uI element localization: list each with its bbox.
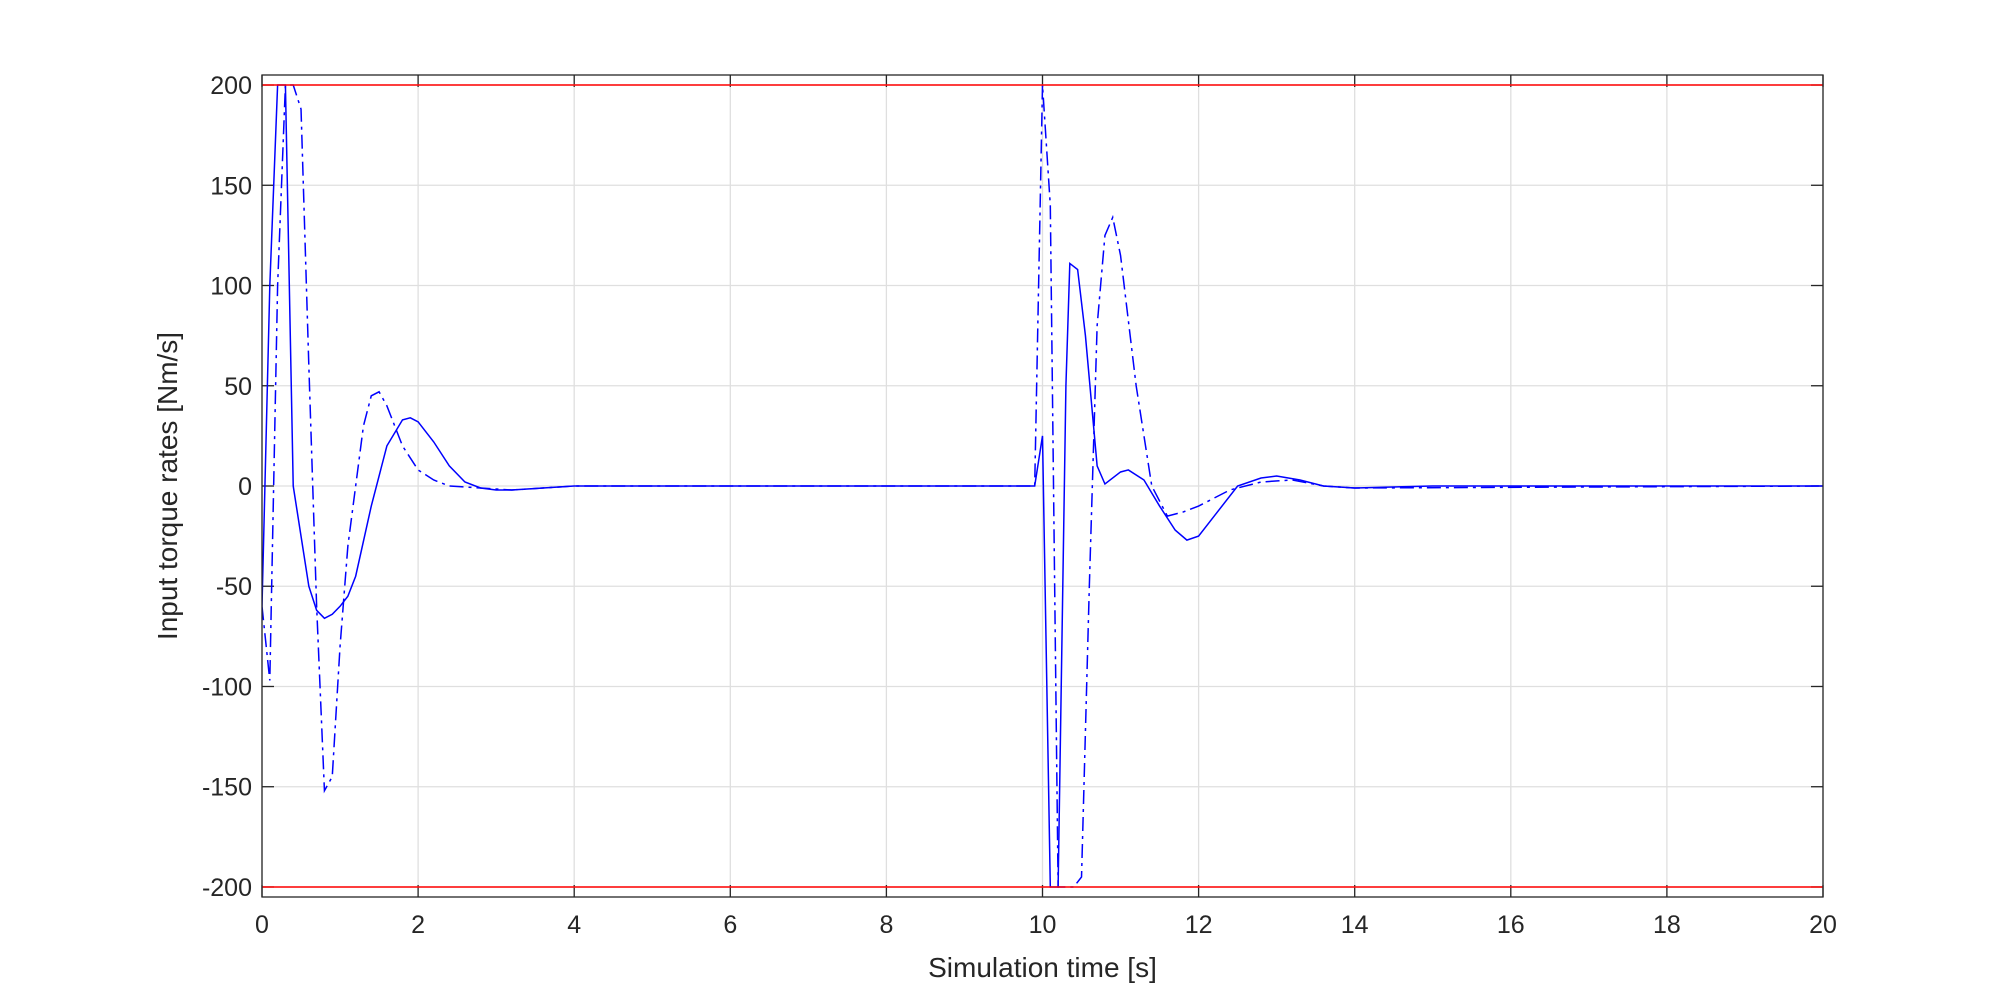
y-tick-label: 200: [210, 72, 252, 100]
x-axis-label: Simulation time [s]: [928, 952, 1157, 983]
y-axis-label: Input torque rates [Nm/s]: [152, 332, 183, 640]
x-tick-label: 4: [567, 911, 581, 939]
y-tick-label: 150: [210, 172, 252, 200]
y-tick-label: -200: [202, 874, 252, 902]
y-tick-label: 100: [210, 273, 252, 301]
x-tick-label: 0: [255, 911, 269, 939]
x-tick-label: 8: [879, 911, 893, 939]
y-tick-label: 0: [238, 473, 252, 501]
y-tick-label: -100: [202, 673, 252, 701]
x-tick-label: 18: [1653, 911, 1681, 939]
y-tick-label: 50: [224, 373, 252, 401]
x-tick-label: 2: [411, 911, 425, 939]
x-tick-label: 10: [1029, 911, 1057, 939]
x-tick-label: 20: [1809, 911, 1837, 939]
x-tick-label: 6: [723, 911, 737, 939]
x-tick-label: 14: [1341, 911, 1369, 939]
line: [262, 84, 1823, 888]
y-tick-label: -50: [216, 573, 252, 601]
plot-frame: [261, 74, 1824, 898]
x-tick-label: 12: [1185, 911, 1213, 939]
y-tick-label: -150: [202, 774, 252, 802]
x-tick-label: 16: [1497, 911, 1525, 939]
